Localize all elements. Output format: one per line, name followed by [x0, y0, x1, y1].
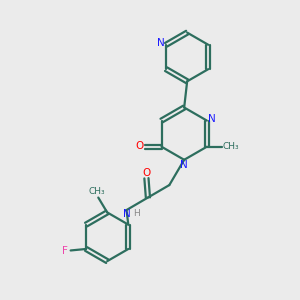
Text: O: O [142, 168, 151, 178]
Text: O: O [136, 141, 144, 151]
Text: H: H [133, 209, 140, 218]
Text: CH₃: CH₃ [88, 187, 105, 196]
Text: CH₃: CH₃ [222, 142, 239, 151]
Text: F: F [62, 246, 68, 256]
Text: N: N [123, 209, 131, 220]
Text: N: N [180, 160, 188, 170]
Text: N: N [157, 38, 165, 48]
Text: N: N [208, 114, 216, 124]
